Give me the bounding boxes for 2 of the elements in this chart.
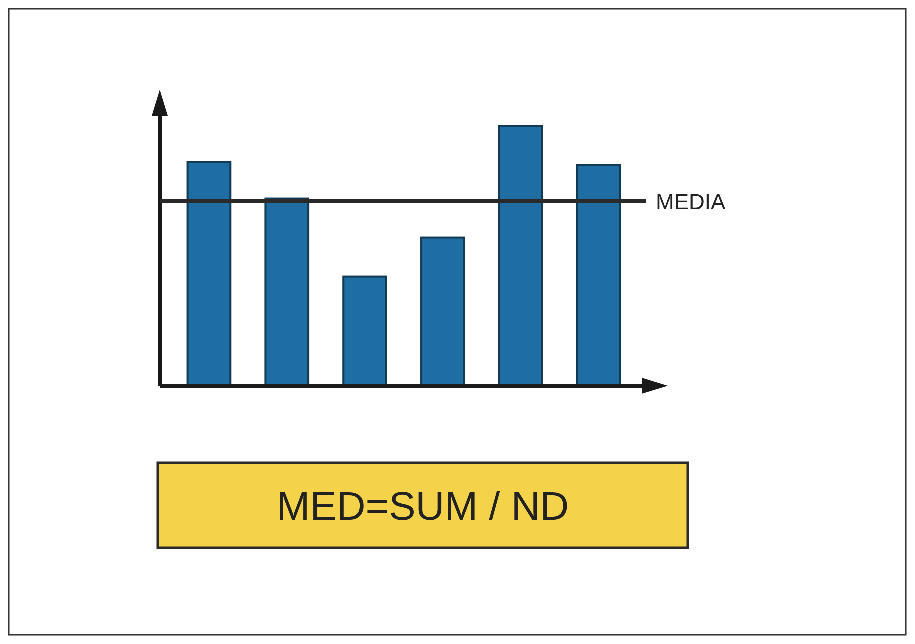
text: MED=SUM / ND (276, 485, 570, 529)
ref-line-label: MEDIA (656, 189, 726, 214)
